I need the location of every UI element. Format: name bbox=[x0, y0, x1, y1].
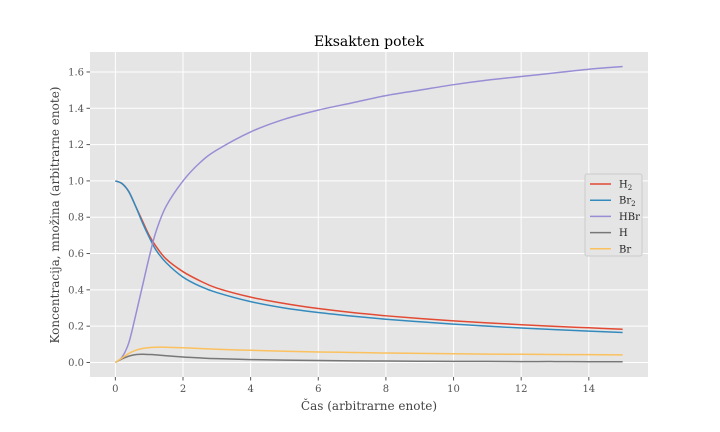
x-tick-label: 2 bbox=[180, 384, 186, 395]
legend-label-hbr: HBr bbox=[619, 212, 640, 223]
y-tick-label: 1.0 bbox=[68, 176, 84, 187]
x-tick-label: 4 bbox=[247, 384, 253, 395]
x-tick-label: 10 bbox=[447, 384, 460, 395]
series-line-hbr bbox=[114, 65, 623, 364]
chart-title: Eksakten potek bbox=[314, 34, 424, 50]
legend-label-br: Br bbox=[619, 244, 631, 255]
grid bbox=[90, 52, 648, 377]
x-tick-label: 8 bbox=[383, 384, 389, 395]
y-tick-label: 0.2 bbox=[68, 322, 84, 333]
legend-label-h: H bbox=[619, 228, 628, 239]
legend-frame bbox=[584, 173, 643, 257]
y-tick-label: 0.8 bbox=[68, 213, 84, 224]
y-tick-label: 1.6 bbox=[68, 67, 84, 78]
x-axis-ticks: 0 2 4 6 8 10 12 14 bbox=[112, 377, 595, 395]
y-tick-label: 1.2 bbox=[68, 140, 84, 151]
x-tick-label: 12 bbox=[515, 384, 528, 395]
x-tick-label: 6 bbox=[315, 384, 321, 395]
y-tick-label: 1.4 bbox=[68, 104, 84, 115]
series-line-br2 bbox=[115, 180, 623, 334]
series-line-br bbox=[114, 346, 623, 364]
y-axis-label: Koncentracija, množina (arbitrarne enote… bbox=[48, 87, 62, 344]
y-axis-ticks: 0.0 0.2 0.4 0.6 0.8 1.0 1.2 1.4 1.6 bbox=[68, 67, 90, 369]
x-tick-label: 0 bbox=[112, 384, 118, 395]
plot-background bbox=[90, 52, 648, 377]
series-line-h bbox=[115, 353, 623, 364]
x-tick-label: 14 bbox=[582, 384, 595, 395]
y-tick-label: 0.4 bbox=[68, 285, 84, 296]
x-axis-label: Čas (arbitrarne enote) bbox=[301, 397, 437, 413]
y-tick-label: 0.0 bbox=[68, 358, 84, 369]
series-layer bbox=[114, 65, 623, 364]
y-tick-label: 0.6 bbox=[68, 249, 84, 260]
